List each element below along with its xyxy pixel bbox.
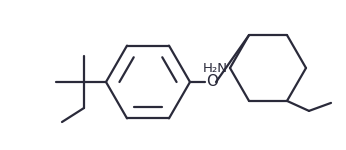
Text: H₂N: H₂N [203, 63, 228, 75]
Text: O: O [206, 75, 218, 90]
